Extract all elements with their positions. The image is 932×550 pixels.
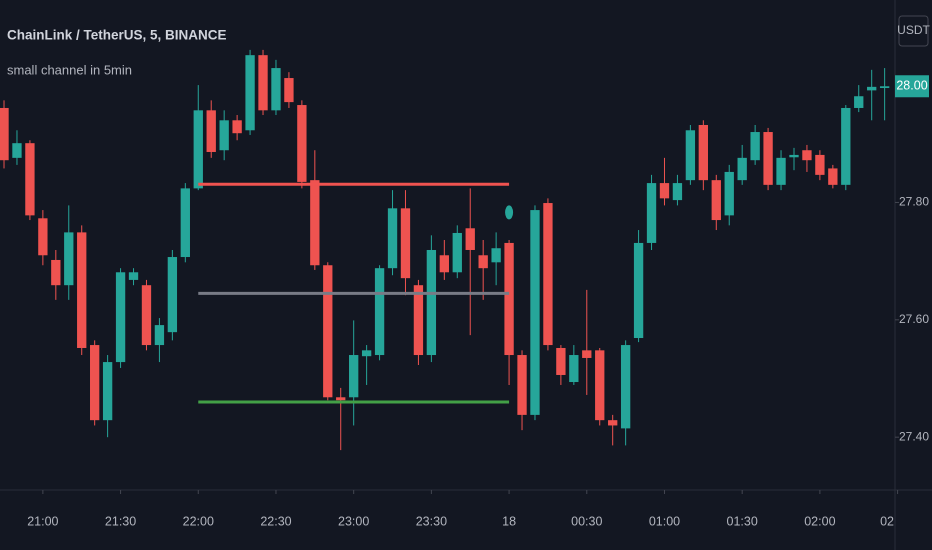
last-price-label: 28.00: [896, 79, 927, 93]
y-tick-label: 27.60: [899, 312, 929, 326]
candle-body: [841, 107, 851, 185]
candle-body: [232, 120, 242, 134]
x-tick-label: 22:00: [183, 514, 214, 528]
x-tick-label: 21:30: [105, 514, 136, 528]
candle-body: [504, 242, 514, 356]
candle-body: [478, 255, 488, 269]
signal-marker: [505, 205, 514, 220]
candle-body: [323, 265, 333, 398]
candle-body: [633, 242, 644, 339]
x-tick-label: 21:00: [27, 514, 58, 528]
candle-body: [802, 150, 812, 161]
candle-body: [180, 188, 190, 258]
candle-body: [569, 355, 579, 383]
candle-body: [698, 124, 708, 181]
x-tick-label: 23:00: [338, 514, 369, 528]
x-tick-label: 02:00: [804, 514, 835, 528]
x-tick-label: 01:30: [727, 514, 758, 528]
candle-body: [90, 345, 100, 421]
candle-body: [517, 355, 527, 415]
candle-body: [711, 180, 721, 221]
candle-body: [608, 420, 618, 426]
candle-body: [413, 285, 424, 356]
candle-body: [737, 157, 747, 181]
candle-body: [867, 86, 877, 91]
candle-body: [724, 171, 734, 216]
last-price-box: [895, 75, 929, 98]
candle-body: [336, 397, 346, 401]
candle-body: [763, 132, 773, 185]
candle-body: [750, 132, 760, 161]
candle-body: [815, 154, 825, 175]
candle-body: [361, 350, 372, 357]
candle-body: [349, 355, 359, 398]
candle-body: [297, 105, 307, 182]
candle-body: [51, 259, 61, 286]
candle-body: [219, 120, 229, 151]
candle-body: [646, 183, 657, 243]
candle-body: [271, 68, 281, 111]
candle-body: [556, 347, 566, 375]
candle-body: [854, 96, 864, 108]
candle-body: [193, 110, 203, 189]
candle-body: [595, 350, 605, 421]
chart-title: ChainLink / TetherUS, 5, BINANCE: [7, 28, 227, 43]
candle-body: [310, 180, 320, 266]
candle-body: [0, 107, 9, 161]
candle-body: [64, 232, 74, 286]
candle-body: [167, 257, 178, 333]
plot-area: [0, 49, 890, 451]
candle-body: [38, 218, 48, 256]
y-tick-label: 27.40: [899, 429, 929, 443]
candle-body: [141, 285, 152, 346]
candle-body: [102, 362, 113, 421]
candle-body: [789, 154, 799, 158]
currency-box[interactable]: [898, 15, 929, 47]
candle-body: [685, 130, 696, 181]
candle-body: [828, 168, 838, 185]
candle-body: [245, 55, 255, 131]
x-tick-label: 01:00: [649, 514, 680, 528]
candle-body: [543, 203, 553, 346]
y-tick-label: 27.80: [899, 195, 929, 209]
candle-body: [582, 350, 592, 358]
x-tick-label: 02: [880, 514, 894, 528]
candle-body: [25, 143, 35, 216]
candle-body: [374, 268, 385, 356]
x-tick-label: 18: [502, 514, 516, 528]
candle-body: [387, 208, 398, 269]
candle-body: [206, 110, 216, 152]
candle-body: [452, 232, 462, 273]
currency-label: USDT: [897, 23, 930, 37]
candle-body: [672, 183, 683, 201]
x-tick-label: 00:30: [571, 514, 602, 528]
candle-body: [530, 210, 540, 415]
candle-body: [659, 183, 670, 199]
x-tick-label: 23:30: [416, 514, 447, 528]
candle-body: [284, 78, 294, 103]
indicator-name: small channel in 5min: [7, 62, 132, 77]
candle-body: [879, 86, 890, 89]
candle-body: [776, 157, 786, 185]
candle-body: [128, 272, 139, 280]
candle-body: [154, 325, 165, 346]
candle-body: [620, 345, 631, 429]
candle-body: [12, 143, 22, 158]
candle-body: [115, 272, 126, 363]
x-tick-label: 22:30: [260, 514, 291, 528]
candle-body: [77, 232, 87, 348]
candle-body: [400, 208, 411, 279]
candle-body: [258, 55, 268, 111]
candle-body: [439, 255, 449, 273]
candle-body: [491, 248, 501, 263]
candle-body: [465, 228, 475, 250]
candle-body: [426, 249, 437, 356]
